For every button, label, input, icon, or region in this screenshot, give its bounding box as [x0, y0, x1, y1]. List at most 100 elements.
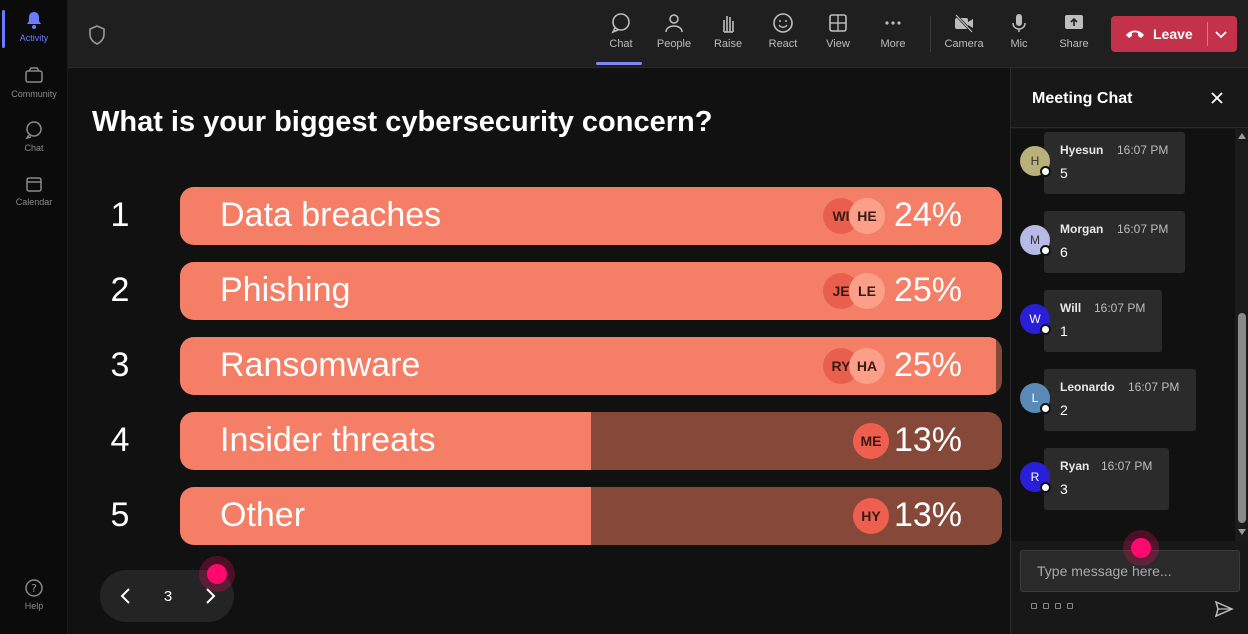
- presence-status-icon: [1040, 482, 1051, 493]
- leave-divider: [1207, 22, 1208, 46]
- chat-message[interactable]: Leonardo 16:07 PM 2: [1044, 369, 1196, 431]
- message-text: 2: [1060, 402, 1068, 418]
- chevron-right-icon[interactable]: [200, 586, 220, 606]
- presence-status-icon: [1040, 166, 1051, 177]
- message-text: 6: [1060, 244, 1068, 260]
- chat-message-input[interactable]: [1020, 550, 1240, 592]
- toolbar-label: Share: [1059, 38, 1089, 50]
- attach-icon[interactable]: [1043, 603, 1049, 609]
- gif-icon[interactable]: [1067, 603, 1073, 609]
- chat-bubble-icon: [611, 13, 630, 34]
- smiley-icon: [773, 13, 793, 33]
- rail-item-chat[interactable]: Chat: [0, 120, 68, 153]
- message-text: 3: [1060, 481, 1068, 497]
- chevron-left-icon[interactable]: [116, 586, 136, 606]
- voter-avatar: HA: [849, 348, 885, 384]
- chat-message[interactable]: Will 16:07 PM 1: [1044, 290, 1162, 352]
- toolbar-react-button[interactable]: React: [756, 12, 810, 50]
- toolbar-raise-button[interactable]: Raise: [701, 12, 755, 50]
- bell-icon: [27, 12, 41, 29]
- chat-title: Meeting Chat: [1032, 90, 1133, 107]
- poll-option-label: Data breaches: [220, 196, 442, 234]
- scroll-thumb[interactable]: [1238, 313, 1246, 523]
- poll-option-number: 4: [110, 421, 130, 459]
- poll-option-bar[interactable]: Insider threats ME 13%: [180, 412, 1002, 470]
- rail-item-label: Help: [24, 601, 44, 611]
- avatar-initial: H: [1030, 154, 1040, 168]
- poll-option-number: 5: [110, 496, 130, 534]
- message-text: 1: [1060, 323, 1068, 339]
- scroll-down-arrow[interactable]: [1238, 529, 1246, 535]
- chat-message[interactable]: Ryan 16:07 PM 3: [1044, 448, 1169, 510]
- toolbar-mic-button[interactable]: Mic: [992, 12, 1046, 50]
- people-icon: [665, 14, 683, 33]
- message-author: Leonardo: [1060, 380, 1115, 394]
- calendar-icon: [26, 177, 42, 192]
- chevron-down-icon[interactable]: [1214, 25, 1228, 43]
- avatar-initial: W: [1029, 312, 1041, 326]
- toolbar-more-button[interactable]: More: [866, 12, 920, 50]
- poll-option-percent: 25%: [893, 271, 962, 309]
- rail-item-calendar[interactable]: Calendar: [0, 174, 68, 207]
- rail-item-label: Community: [11, 89, 57, 99]
- avatar-initial: M: [1030, 233, 1040, 247]
- meeting-chat-panel: Meeting Chat Hyesun 16:07 PM 5 H Morgan 16:07…: [1010, 68, 1248, 634]
- message-timestamp: 16:07 PM: [1094, 301, 1146, 315]
- rail-item-activity[interactable]: Activity: [0, 10, 68, 48]
- poll-option-label: Phishing: [220, 271, 351, 309]
- scroll-up-arrow[interactable]: [1238, 133, 1246, 139]
- chat-message[interactable]: Hyesun 16:07 PM 5: [1044, 132, 1185, 194]
- poll-option-number: 1: [110, 196, 130, 234]
- chat-avatar[interactable]: W: [1020, 304, 1051, 335]
- send-icon[interactable]: [1214, 600, 1234, 618]
- message-author: Ryan: [1060, 459, 1090, 473]
- rail-item-community[interactable]: Community: [0, 66, 68, 99]
- poll-option-fill: [180, 412, 591, 470]
- voter-avatar: HY: [853, 498, 889, 534]
- chat-message-list[interactable]: Hyesun 16:07 PM 5 H Morgan 16:07 PM 6 M Will 16:0…: [1011, 129, 1235, 541]
- poll-stage: What is your biggest cybersecurity conce…: [68, 68, 1010, 634]
- poll-option-bar[interactable]: Data breaches WI HE 24%: [180, 187, 1002, 245]
- poll-option-percent: 25%: [893, 346, 962, 384]
- message-timestamp: 16:07 PM: [1117, 143, 1169, 157]
- presence-status-icon: [1040, 324, 1051, 335]
- rail-item-label: Chat: [24, 143, 44, 153]
- poll-option-bar[interactable]: Phishing JE LE 25%: [180, 262, 1002, 320]
- leave-button[interactable]: Leave: [1111, 16, 1237, 52]
- rail-item-label: Calendar: [15, 197, 53, 207]
- toolbar-view-button[interactable]: View: [811, 12, 865, 50]
- rail-item-label: Activity: [19, 33, 49, 43]
- message-author: Will: [1060, 301, 1082, 315]
- toolbar-divider: [930, 16, 931, 52]
- format-icon[interactable]: [1031, 603, 1037, 609]
- raise-hand-icon: [723, 16, 734, 33]
- rail-item-help[interactable]: ? Help: [0, 578, 68, 611]
- chat-avatar[interactable]: M: [1020, 225, 1051, 256]
- grid-view-icon: [829, 14, 847, 32]
- poll-option-label: Other: [220, 496, 306, 534]
- chat-avatar[interactable]: L: [1020, 383, 1051, 414]
- close-icon[interactable]: [1209, 90, 1225, 106]
- toolbar-share-button[interactable]: Share: [1047, 12, 1101, 50]
- toolbar-chat-button[interactable]: Chat: [594, 12, 648, 65]
- poll-option-bar[interactable]: Other HY 13%: [180, 487, 1002, 545]
- poll-option-number: 2: [110, 271, 130, 309]
- mic-icon: [1012, 14, 1026, 32]
- chat-avatar[interactable]: H: [1020, 146, 1051, 177]
- emoji-icon[interactable]: [1055, 603, 1061, 609]
- poll-option-bar[interactable]: Ransomware RY HA 25%: [180, 337, 1002, 395]
- more-dots-icon: [885, 21, 901, 25]
- voter-avatar: HE: [849, 198, 885, 234]
- chat-scrollbar[interactable]: [1235, 129, 1248, 541]
- toolbar-camera-button[interactable]: Camera: [937, 12, 991, 50]
- shield-icon[interactable]: [88, 25, 106, 45]
- avatar-initial: L: [1031, 391, 1039, 405]
- chat-avatar[interactable]: R: [1020, 462, 1051, 493]
- message-author: Morgan: [1060, 222, 1104, 236]
- format-toolbar: [1031, 603, 1073, 609]
- cursor-indicator: [1131, 538, 1151, 558]
- toolbar-label: Raise: [713, 38, 743, 50]
- toolbar-people-button[interactable]: People: [647, 12, 701, 50]
- cursor-indicator: [207, 564, 227, 584]
- chat-message[interactable]: Morgan 16:07 PM 6: [1044, 211, 1185, 273]
